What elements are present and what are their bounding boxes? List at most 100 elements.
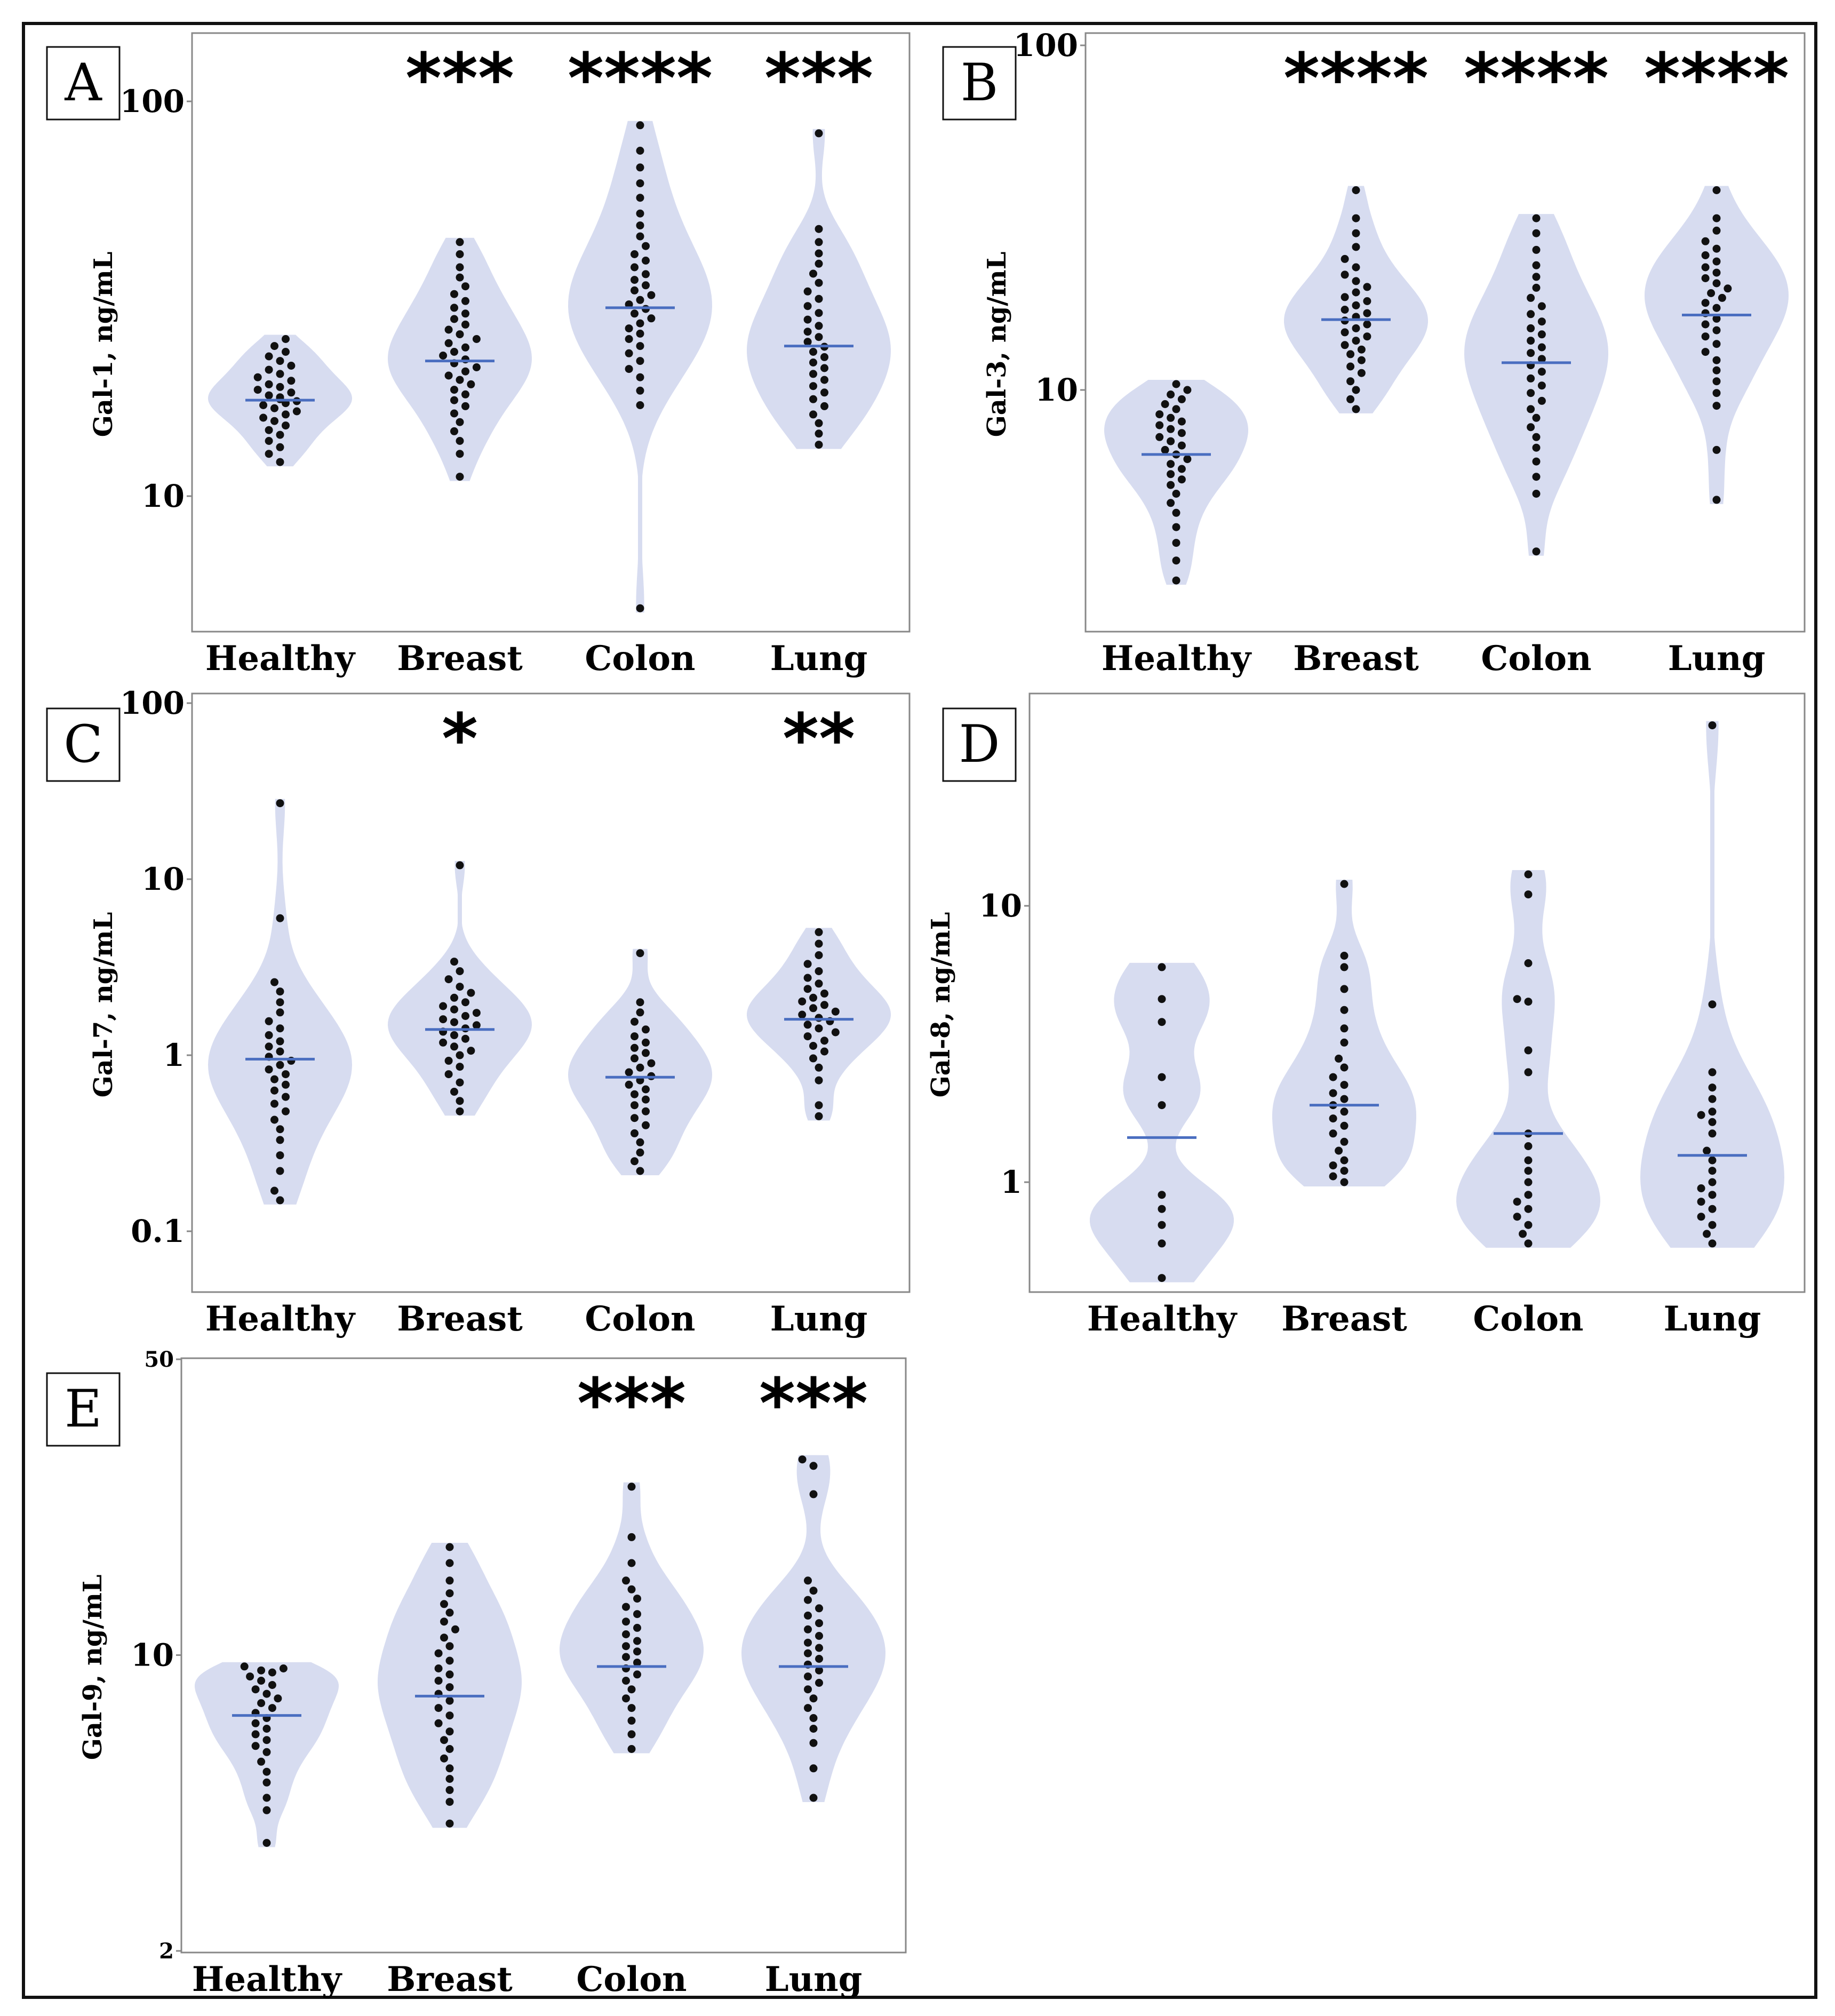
data-point — [642, 1025, 650, 1034]
data-point — [445, 1642, 454, 1651]
data-point — [1167, 460, 1175, 468]
data-point — [287, 388, 296, 397]
data-point — [262, 1748, 271, 1756]
data-point — [257, 1677, 266, 1685]
data-point — [636, 1008, 644, 1017]
data-point — [1340, 1137, 1349, 1146]
plot-frame-c — [191, 692, 911, 1293]
data-point — [1158, 995, 1166, 1003]
data-point — [1172, 556, 1180, 565]
data-point — [1697, 1213, 1705, 1221]
data-point — [1172, 380, 1180, 388]
data-point — [262, 1736, 271, 1744]
data-point — [815, 979, 823, 988]
data-point — [1167, 425, 1175, 433]
data-point — [642, 1107, 650, 1115]
data-point — [1708, 1068, 1717, 1077]
data-point — [815, 1655, 823, 1663]
y-tick-label: 1 — [163, 1037, 185, 1073]
data-point — [265, 1042, 273, 1051]
data-point — [1155, 410, 1164, 419]
data-point — [1167, 470, 1175, 479]
data-point — [450, 993, 458, 1002]
data-point — [820, 989, 828, 998]
data-point — [642, 242, 650, 250]
violin-lung — [747, 129, 891, 449]
data-point — [461, 282, 469, 291]
data-point — [444, 1070, 453, 1079]
data-point — [456, 1051, 464, 1059]
data-point — [1532, 261, 1541, 269]
data-point — [1177, 395, 1186, 403]
figure-border — [22, 22, 1817, 1999]
data-point — [1524, 959, 1533, 967]
data-point — [636, 296, 644, 304]
data-point — [636, 329, 644, 338]
data-point — [1335, 1054, 1343, 1063]
data-point — [282, 348, 290, 356]
data-point — [1513, 1198, 1521, 1206]
data-point — [809, 410, 817, 419]
data-point — [445, 1798, 454, 1806]
data-point — [815, 278, 823, 287]
data-point — [804, 1625, 812, 1633]
violin-colon — [568, 949, 712, 1176]
data-point — [803, 960, 812, 968]
data-point — [815, 1644, 823, 1652]
data-point — [251, 1742, 260, 1750]
data-point — [262, 1725, 271, 1733]
data-point — [815, 1063, 823, 1072]
data-point — [1357, 356, 1366, 364]
data-point — [276, 799, 284, 808]
data-point — [1708, 1095, 1717, 1103]
data-point — [1524, 890, 1533, 899]
panel-label-box-b — [942, 46, 1017, 121]
data-point — [265, 426, 273, 434]
y-tick-label: 10 — [141, 861, 185, 897]
data-point — [1532, 433, 1541, 441]
data-point — [815, 951, 823, 959]
data-point — [1712, 326, 1721, 334]
data-point — [1537, 302, 1546, 310]
data-point — [647, 314, 656, 323]
data-point — [461, 367, 469, 376]
y-tick-label: 10 — [141, 478, 185, 514]
data-point — [276, 998, 284, 1007]
data-point — [809, 269, 817, 278]
data-point — [1329, 1073, 1337, 1081]
data-point — [1708, 1221, 1717, 1229]
data-point — [631, 1129, 639, 1137]
data-point — [240, 1662, 249, 1671]
data-point — [1363, 297, 1371, 305]
significance-breast: * — [442, 698, 478, 779]
data-point — [1527, 405, 1535, 413]
data-point — [631, 1054, 639, 1063]
category-label-healthy: Healthy — [1102, 639, 1252, 679]
data-point — [622, 1653, 630, 1661]
data-point — [1712, 268, 1721, 277]
data-point — [1701, 263, 1710, 272]
data-point — [440, 1754, 448, 1763]
data-point — [456, 1063, 464, 1071]
data-point — [627, 1533, 636, 1541]
data-point — [434, 1704, 443, 1712]
data-point — [798, 1010, 807, 1019]
data-point — [450, 1018, 458, 1026]
data-point — [1340, 1063, 1349, 1072]
data-point — [1340, 963, 1349, 971]
panel-d: D Gal-8, ng/mL 10 1 Healthy Breast Colon Lung — [926, 692, 1806, 1339]
y-tick-label: 2 — [159, 1939, 174, 1964]
data-point — [268, 1704, 276, 1712]
data-point — [276, 1167, 284, 1175]
data-point — [804, 1672, 812, 1681]
panel-label-b: B — [961, 53, 999, 113]
data-point — [461, 309, 469, 318]
data-point — [276, 1136, 284, 1144]
y-axis-label-e: Gal-9, ng/mL — [78, 1574, 108, 1760]
data-point — [445, 1670, 454, 1679]
data-point — [1708, 1118, 1717, 1126]
data-point — [1701, 274, 1710, 282]
data-point — [276, 1196, 284, 1205]
data-point — [268, 1668, 276, 1677]
